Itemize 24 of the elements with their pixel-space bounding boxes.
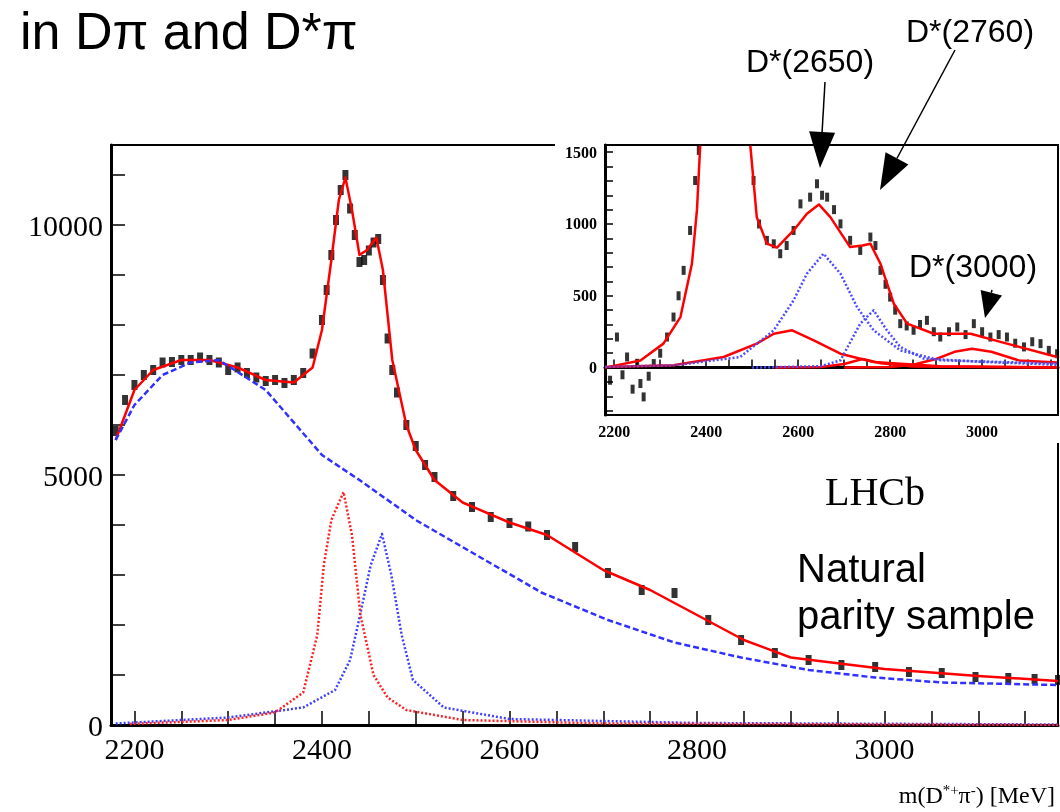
x-tick-label: 2400 [291,731,352,765]
x-tick-label: 2600 [782,422,815,440]
annotation: D*(3000) [908,248,1038,284]
y-tick-label: 1500 [565,143,597,161]
x-tick-label: 2800 [667,731,728,765]
y-tick-label: 10000 [28,208,103,242]
x-tick-label: 2800 [874,422,907,440]
x-axis-title: m(D$^{*+}$π$^{-}$) [MeV] [898,782,1055,808]
x-tick-label: 2600 [479,731,540,765]
y-tick-label: 0 [88,708,103,742]
x-tick-label: 2200 [598,422,631,440]
text: D*(2760) [905,13,1035,49]
y-tick-label: 0 [589,359,597,377]
chart-title: in Dπ and D*π [20,2,358,60]
y-tick-label: 1000 [565,215,597,233]
y-tick-label: 500 [573,287,597,305]
annotation: LHCb [825,469,925,514]
x-tick-label: 2200 [104,731,165,765]
y-tick-label: 5000 [43,458,103,492]
x-tick-label: 3000 [854,731,915,765]
text: D*(2650) [745,43,875,79]
annotation: Natural parity sample [797,546,1035,638]
x-tick-label: 3000 [966,422,999,440]
x-tick-label: 2400 [690,422,723,440]
